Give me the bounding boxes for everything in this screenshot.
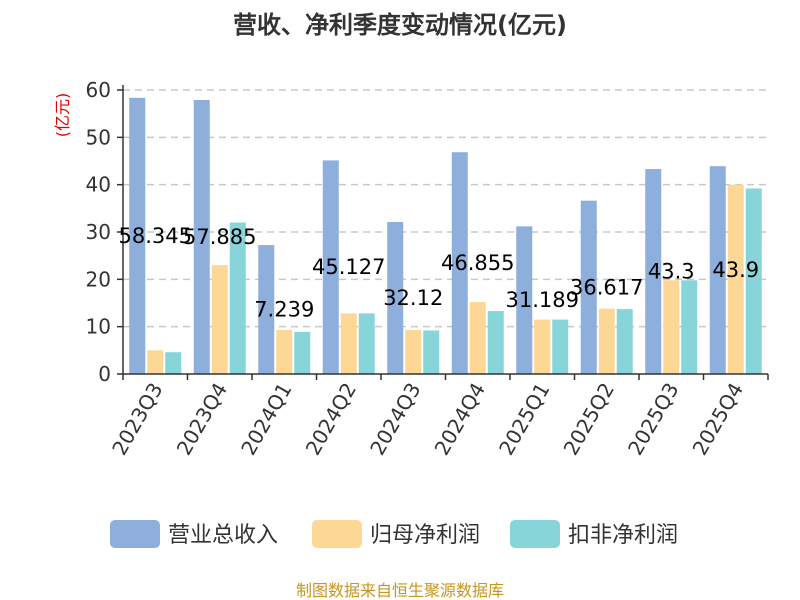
bar bbox=[709, 166, 726, 374]
x-tick-label: 2023Q3 bbox=[107, 379, 167, 460]
bar bbox=[193, 100, 210, 375]
bar bbox=[745, 188, 762, 374]
x-tick-label: 2023Q4 bbox=[172, 379, 232, 460]
x-tick-label: 2024Q4 bbox=[430, 379, 490, 460]
bar bbox=[598, 308, 615, 374]
bar bbox=[294, 331, 311, 374]
legend-swatch bbox=[312, 520, 362, 548]
data-label: 31.189 bbox=[506, 288, 579, 312]
data-label: 58.345 bbox=[119, 224, 192, 248]
legend-label: 归母净利润 bbox=[370, 523, 480, 548]
legend-swatch bbox=[110, 520, 160, 548]
data-label: 57.885 bbox=[183, 225, 256, 249]
x-tick-label: 2025Q2 bbox=[559, 379, 619, 460]
y-axis-label: (亿元) bbox=[53, 93, 72, 138]
bar bbox=[322, 160, 339, 374]
bar bbox=[727, 184, 744, 374]
y-tick-label: 0 bbox=[98, 362, 111, 386]
x-tick-label: 2025Q4 bbox=[688, 379, 748, 460]
bar bbox=[211, 265, 228, 374]
chart-title: 营收、净利季度变动情况(亿元) bbox=[233, 11, 567, 39]
bar bbox=[681, 280, 698, 374]
bar bbox=[552, 319, 569, 374]
bar bbox=[129, 97, 146, 374]
bar bbox=[469, 302, 486, 374]
bar bbox=[487, 311, 504, 374]
bar bbox=[147, 350, 164, 374]
bar bbox=[516, 226, 533, 374]
bar bbox=[405, 329, 422, 374]
bar bbox=[258, 245, 275, 374]
x-tick-label: 2024Q3 bbox=[365, 379, 425, 460]
bar bbox=[645, 169, 662, 374]
bars bbox=[129, 97, 762, 375]
y-tick-label: 10 bbox=[86, 315, 111, 339]
bar bbox=[616, 309, 633, 374]
y-tick-label: 50 bbox=[86, 125, 111, 149]
bar bbox=[229, 222, 246, 374]
data-label: 45.127 bbox=[312, 255, 385, 279]
bar bbox=[423, 330, 440, 374]
bar bbox=[580, 200, 597, 374]
y-tick-label: 20 bbox=[86, 267, 111, 291]
bar bbox=[276, 329, 293, 374]
y-tick-label: 40 bbox=[86, 173, 111, 197]
source-note: 制图数据来自恒生聚源数据库 bbox=[296, 581, 504, 600]
bar bbox=[165, 352, 182, 374]
bar bbox=[451, 152, 468, 374]
data-label: 36.617 bbox=[570, 275, 643, 299]
bar bbox=[340, 313, 357, 374]
legend-label: 营业总收入 bbox=[168, 523, 278, 548]
data-label: 7.239 bbox=[254, 298, 314, 322]
bar bbox=[387, 221, 404, 374]
x-tick-label: 2025Q1 bbox=[494, 379, 554, 460]
data-label: 43.3 bbox=[648, 260, 695, 284]
y-tick-label: 60 bbox=[86, 78, 111, 102]
legend-swatch bbox=[510, 520, 560, 548]
bar bbox=[534, 319, 551, 374]
bar bbox=[663, 280, 680, 374]
data-label: 32.12 bbox=[383, 286, 443, 310]
legend-label: 扣非净利润 bbox=[568, 523, 678, 548]
x-tick-label: 2025Q3 bbox=[623, 379, 683, 460]
x-tick-label: 2024Q2 bbox=[301, 379, 361, 460]
legend: 营业总收入 归母净利润 扣非净利润 bbox=[110, 520, 678, 548]
data-label: 43.9 bbox=[712, 258, 759, 282]
bar bbox=[358, 313, 375, 374]
y-tick-label: 30 bbox=[86, 220, 111, 244]
data-label: 46.855 bbox=[441, 251, 514, 275]
x-tick-label: 2024Q1 bbox=[236, 379, 296, 460]
